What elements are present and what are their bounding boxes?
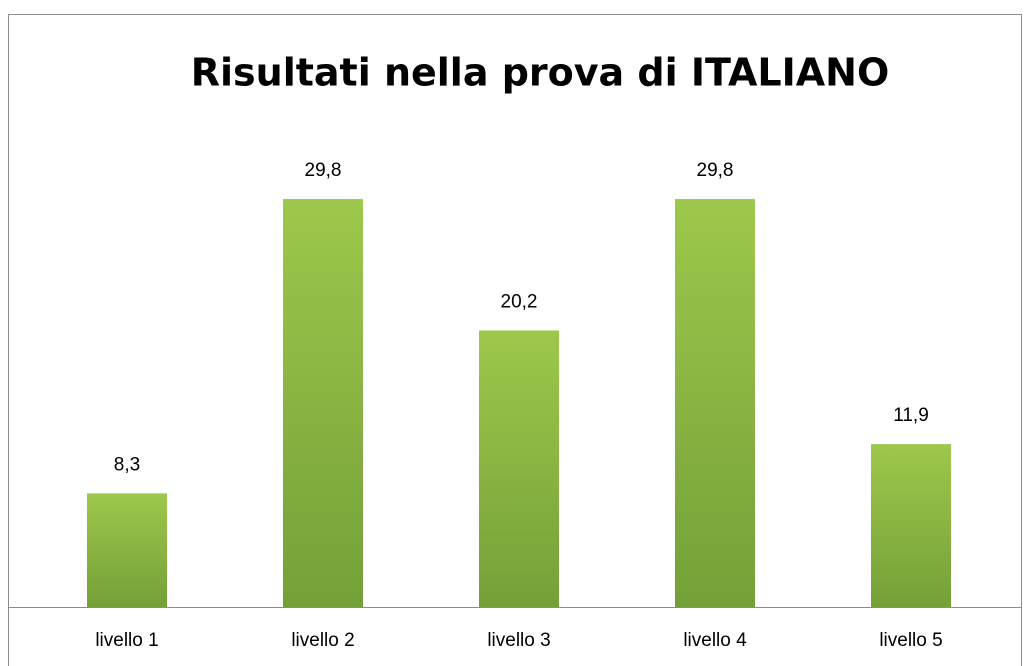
data-label: 29,8 xyxy=(697,160,734,181)
data-label: 20,2 xyxy=(501,291,538,312)
data-label: 8,3 xyxy=(114,454,140,475)
bar xyxy=(479,330,559,607)
bar xyxy=(87,493,167,607)
data-label: 11,9 xyxy=(893,405,929,426)
chart-title: Risultati nella prova di ITALIANO xyxy=(191,51,890,95)
bar xyxy=(871,444,951,607)
bar xyxy=(283,199,363,607)
x-tick-label: livello 4 xyxy=(683,630,747,651)
data-label: 29,8 xyxy=(305,160,342,181)
x-tick-label: livello 3 xyxy=(487,630,550,651)
bar xyxy=(675,199,755,607)
x-tick-label: livello 1 xyxy=(95,630,158,651)
chart-frame xyxy=(8,14,1022,666)
x-tick-label: livello 2 xyxy=(291,630,354,651)
x-tick-label: livello 5 xyxy=(879,630,942,651)
